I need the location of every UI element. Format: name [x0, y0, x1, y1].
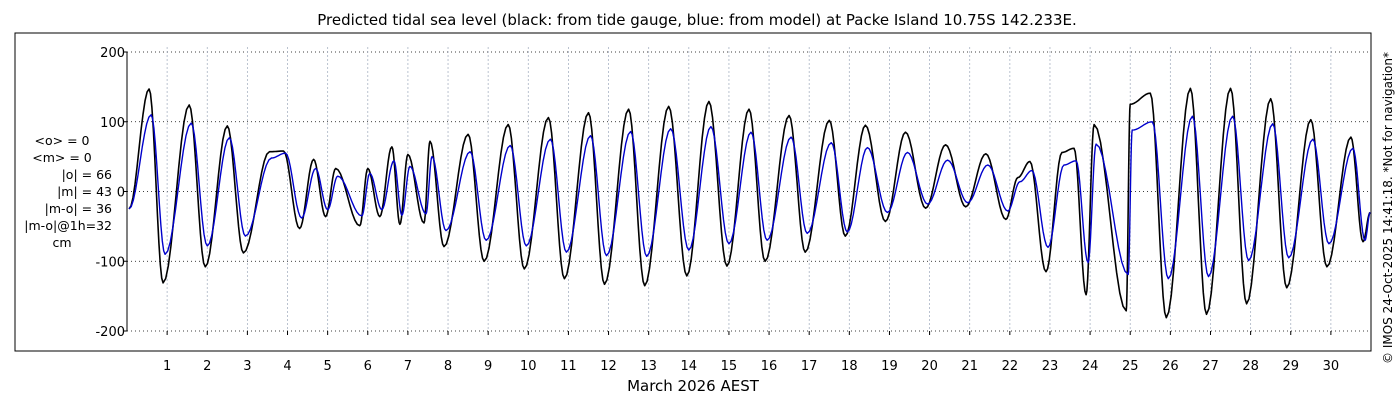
statistics-panel: <o> = 0 <m> = 0 |o| = 66 |m| = 43 |m-o| = 36… [24, 133, 112, 250]
tide-gauge-line [128, 87, 1371, 319]
x-tick-label: 22 [1002, 359, 1019, 374]
x-tick-label: 30 [1323, 359, 1340, 374]
x-tick-label: 10 [520, 359, 537, 374]
stat-line: cm [52, 235, 71, 250]
y-tick-label: -200 [95, 325, 125, 340]
x-tick-label: 11 [560, 359, 577, 374]
model-line [128, 114, 1371, 280]
x-tick-label: 23 [1042, 359, 1059, 374]
x-tick-label: 12 [600, 359, 617, 374]
x-tick-label: 27 [1202, 359, 1219, 374]
x-tick-label: 25 [1122, 359, 1139, 374]
x-axis-label: March 2026 AEST [627, 377, 760, 395]
x-tick-label: 28 [1242, 359, 1259, 374]
axes [123, 51, 1332, 335]
x-tick-label: 16 [761, 359, 778, 374]
x-tick-label: 4 [283, 359, 291, 374]
y-tick-label: 200 [100, 46, 125, 61]
y-tick-label: 0 [117, 186, 125, 201]
grid-lines [127, 47, 1371, 332]
y-tick-label: 100 [100, 116, 125, 131]
x-tick-labels: 1 2 3 4 5 6 7 8 9 10 11 12 13 14 15 16 17 18 19 20 21 22 23 24 2… [163, 359, 1339, 374]
x-tick-label: 9 [484, 359, 492, 374]
stat-line: |o| = 66 [62, 167, 112, 182]
x-tick-label: 29 [1282, 359, 1299, 374]
x-tick-label: 13 [640, 359, 657, 374]
x-tick-label: 24 [1082, 359, 1099, 374]
x-tick-label: 21 [961, 359, 978, 374]
stat-line: |m-o| = 36 [45, 201, 112, 216]
series-lines [128, 87, 1371, 319]
x-tick-label: 18 [841, 359, 858, 374]
x-tick-label: 20 [921, 359, 938, 374]
x-tick-label: 19 [881, 359, 898, 374]
y-tick-label: -100 [95, 255, 125, 270]
copyright-notice: © IMOS 24-Oct-2025 14:41:18. *Not for na… [1381, 52, 1395, 364]
stat-line: <m> = 0 [32, 150, 92, 165]
x-tick-label: 17 [801, 359, 818, 374]
x-tick-label: 2 [203, 359, 211, 374]
chart-title: Predicted tidal sea level (black: from t… [317, 11, 1077, 29]
x-tick-label: 7 [404, 359, 412, 374]
x-tick-label: 3 [243, 359, 251, 374]
y-tick-labels: -200 -100 0 100 200 [95, 46, 125, 340]
stat-line: <o> = 0 [35, 133, 90, 148]
x-tick-label: 1 [163, 359, 171, 374]
plot-frame [14, 32, 1372, 352]
stat-line: |m| = 43 [57, 184, 112, 199]
stat-line: |m-o|@1h=32 [24, 218, 112, 233]
x-tick-label: 15 [721, 359, 738, 374]
x-tick-label: 8 [444, 359, 452, 374]
x-tick-label: 26 [1162, 359, 1179, 374]
x-tick-label: 5 [324, 359, 332, 374]
x-tick-label: 6 [364, 359, 372, 374]
x-tick-label: 14 [681, 359, 698, 374]
